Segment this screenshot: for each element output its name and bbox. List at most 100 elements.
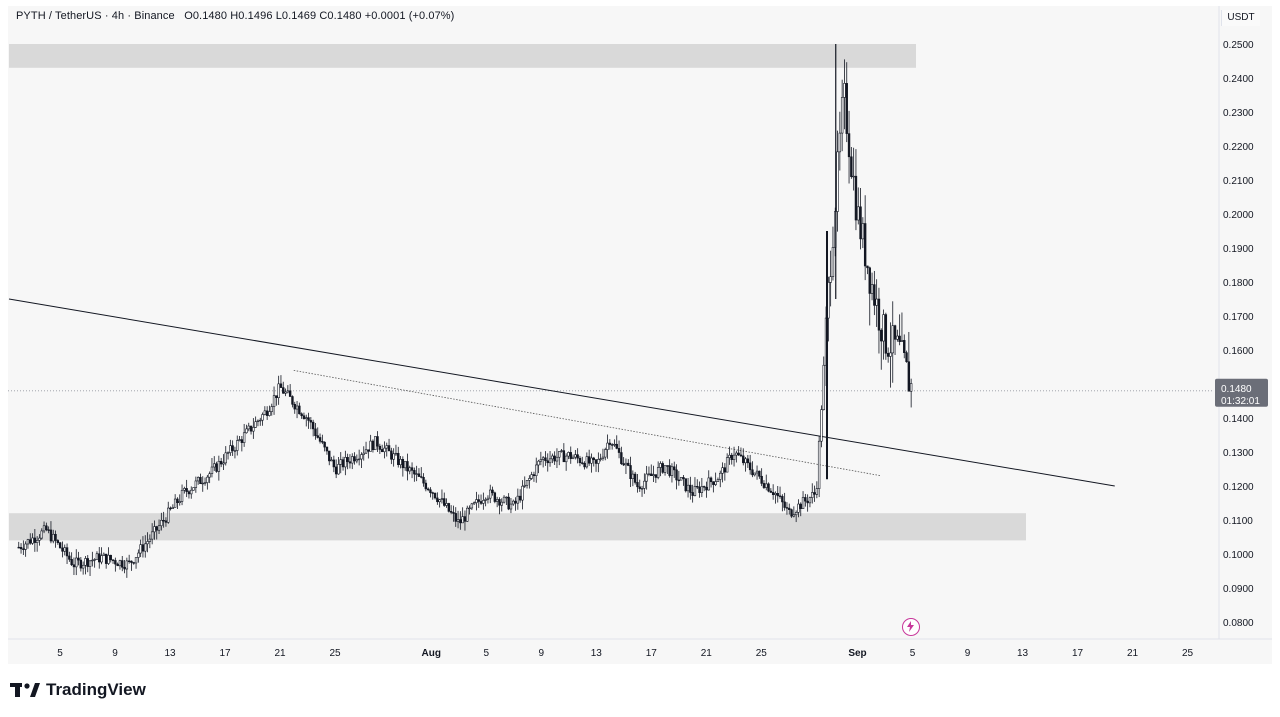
candle bbox=[321, 434, 324, 445]
descending-trendline bbox=[8, 298, 1115, 487]
candle bbox=[813, 485, 816, 502]
candle bbox=[183, 486, 186, 494]
x-tick-label: 5 bbox=[910, 648, 916, 659]
candle bbox=[429, 487, 432, 498]
y-tick-label: 0.2000 bbox=[1223, 210, 1254, 221]
candle bbox=[364, 441, 368, 455]
candle bbox=[645, 465, 648, 490]
candle bbox=[714, 472, 717, 487]
candle bbox=[95, 551, 99, 560]
candle bbox=[571, 454, 575, 460]
candle bbox=[139, 539, 142, 558]
candle bbox=[521, 480, 524, 510]
candle bbox=[254, 416, 257, 428]
candle bbox=[70, 552, 73, 566]
candle bbox=[716, 477, 720, 482]
candle bbox=[661, 461, 664, 474]
candle bbox=[348, 454, 352, 469]
candle bbox=[420, 467, 423, 479]
candle bbox=[859, 188, 862, 250]
candle bbox=[293, 401, 296, 414]
candle bbox=[449, 505, 453, 515]
candle bbox=[199, 473, 202, 485]
candle bbox=[709, 476, 713, 488]
candle bbox=[224, 446, 227, 466]
interval[interactable]: 4h bbox=[111, 10, 125, 22]
candle bbox=[42, 521, 46, 534]
resistance-zone bbox=[9, 44, 916, 68]
x-tick-label: 17 bbox=[646, 648, 658, 659]
candle bbox=[558, 451, 561, 466]
candle bbox=[233, 446, 237, 459]
candle bbox=[100, 547, 103, 565]
candle bbox=[778, 486, 782, 499]
candle bbox=[123, 560, 126, 574]
candle bbox=[196, 476, 200, 485]
candle bbox=[29, 533, 32, 545]
candle bbox=[896, 329, 899, 342]
candle bbox=[261, 412, 264, 426]
currency-label[interactable]: USDT bbox=[1221, 10, 1260, 26]
candle bbox=[691, 484, 694, 503]
lightning-icon[interactable] bbox=[902, 618, 920, 636]
candle bbox=[847, 110, 851, 184]
candle bbox=[652, 465, 655, 482]
candle bbox=[873, 270, 876, 316]
y-tick-label: 0.2500 bbox=[1223, 40, 1254, 51]
candle bbox=[339, 452, 342, 474]
candle bbox=[137, 549, 140, 563]
candle bbox=[367, 449, 370, 459]
candle bbox=[68, 551, 71, 562]
candle bbox=[390, 447, 393, 465]
candle bbox=[447, 502, 451, 513]
candle bbox=[116, 562, 119, 567]
candle bbox=[222, 454, 225, 470]
symbol-name[interactable]: PYTH / TetherUS bbox=[16, 10, 102, 22]
candle bbox=[362, 446, 365, 461]
candle bbox=[758, 470, 761, 479]
candle bbox=[65, 543, 69, 564]
tradingview-logo[interactable]: TradingView bbox=[10, 680, 146, 700]
candle bbox=[518, 489, 522, 503]
candle bbox=[659, 461, 662, 477]
candle bbox=[406, 453, 409, 481]
candle bbox=[486, 495, 490, 504]
candle bbox=[26, 538, 30, 549]
x-tick-label: Aug bbox=[422, 648, 441, 659]
candle bbox=[167, 501, 170, 524]
chart-area[interactable]: 0.2500 0.2400 0.2300 0.2200 0.2100 0.2000 0.19… bbox=[8, 6, 1272, 664]
candle bbox=[180, 484, 184, 506]
candle bbox=[35, 536, 39, 552]
candle bbox=[77, 551, 80, 566]
candle bbox=[530, 471, 533, 480]
candle bbox=[843, 59, 846, 130]
y-tick-label: 0.1600 bbox=[1223, 346, 1254, 357]
y-tick-label: 0.1000 bbox=[1223, 550, 1254, 561]
candle bbox=[49, 521, 53, 544]
ohlc-change: +0.0001 (+0.07%) bbox=[364, 10, 455, 22]
candle bbox=[562, 443, 566, 463]
candle bbox=[544, 451, 547, 466]
candle bbox=[93, 558, 96, 568]
ohlc-open: O0.1480 bbox=[184, 10, 228, 22]
candle bbox=[640, 485, 644, 497]
candle bbox=[219, 457, 223, 468]
candle bbox=[891, 301, 894, 383]
candle bbox=[613, 439, 616, 447]
candle bbox=[620, 446, 623, 465]
candle bbox=[371, 439, 375, 453]
candle bbox=[507, 493, 510, 511]
candle bbox=[627, 459, 630, 467]
candle bbox=[229, 439, 232, 456]
candle bbox=[456, 510, 460, 529]
candle bbox=[799, 502, 802, 517]
candle bbox=[884, 312, 888, 360]
price-chart[interactable]: 0.2500 0.2400 0.2300 0.2200 0.2100 0.2000 0.19… bbox=[8, 6, 1272, 664]
candle bbox=[178, 494, 181, 506]
candle bbox=[693, 477, 697, 497]
candle bbox=[599, 453, 602, 462]
x-tick-label: 25 bbox=[329, 648, 341, 659]
candle bbox=[863, 195, 867, 281]
candle bbox=[330, 456, 333, 462]
candle bbox=[677, 470, 681, 486]
